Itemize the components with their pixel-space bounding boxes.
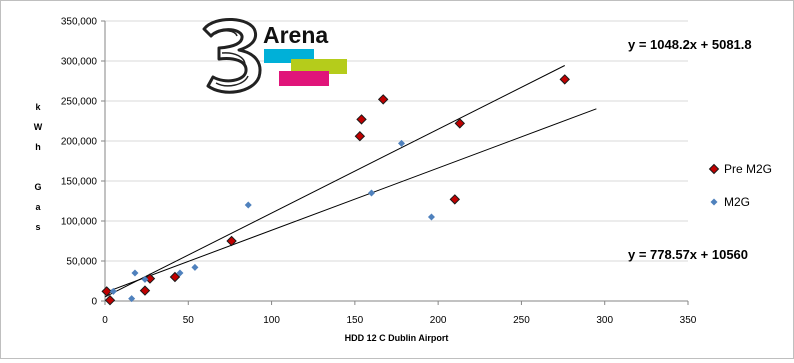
x-tick-labels: 0 50 100 150 200 250 300 350: [102, 315, 697, 326]
logo-pink-bar: [279, 71, 329, 86]
data-point: [226, 235, 237, 247]
data-point: [101, 286, 112, 297]
data-point: [454, 118, 466, 129]
3arena-logo: Arena: [202, 17, 347, 94]
y-axis-title-letter: G: [34, 182, 41, 192]
x-tick-label: 250: [513, 315, 530, 326]
trendline: [104, 65, 565, 298]
data-point: [169, 271, 181, 283]
trendline-equation: y = 1048.2x + 5081.8: [628, 37, 752, 52]
data-point: [128, 295, 136, 303]
y-tick-label: 50,000: [66, 257, 97, 268]
data-point: [244, 201, 252, 209]
y-tick-label: 300,000: [61, 57, 98, 68]
data-point: [354, 130, 366, 142]
data-point: [377, 94, 389, 105]
data-point: [109, 287, 117, 295]
x-tick-label: 150: [347, 315, 364, 326]
y-tick-label: 100,000: [61, 217, 98, 228]
legend: Pre M2G M2G: [708, 162, 772, 209]
data-point: [356, 114, 367, 125]
logo-three-inner: [214, 30, 249, 87]
legend-marker: [708, 163, 720, 175]
trendline: [104, 108, 597, 294]
data-point: [144, 273, 156, 284]
data-point: [104, 294, 116, 306]
x-tick-label: 200: [430, 315, 447, 326]
logo-text: Arena: [263, 22, 328, 48]
data-point: [397, 139, 405, 147]
data-point: [131, 269, 139, 277]
y-tick-label: 350,000: [61, 17, 98, 28]
y-axis-title-letter: h: [35, 142, 41, 152]
legend-label: Pre M2G: [724, 162, 772, 176]
x-tick-label: 300: [596, 315, 613, 326]
y-tick-label: 250,000: [61, 97, 98, 108]
y-tick-label: 0: [91, 297, 97, 308]
data-point: [191, 263, 199, 271]
logo-three-mark: [202, 17, 262, 94]
gridlines: [105, 20, 688, 262]
trendlines: [104, 65, 597, 298]
y-axis-title-letter: W: [34, 122, 43, 132]
data-point: [449, 194, 461, 205]
y-axis-title-letter: s: [35, 222, 40, 232]
data-point: [176, 269, 184, 277]
axes: [101, 20, 689, 305]
trendline-equation: y = 778.57x + 10560: [628, 247, 748, 262]
y-tick-label: 150,000: [61, 177, 98, 188]
logo-green-bar: [291, 59, 347, 74]
data-point: [559, 74, 570, 85]
data-point: [427, 213, 435, 221]
y-axis-title-letter: k: [35, 102, 41, 112]
y-axis-title: kWh Gas: [34, 102, 43, 232]
x-tick-label: 50: [183, 315, 195, 326]
data-point: [368, 189, 376, 197]
y-tick-label: 200,000: [61, 137, 98, 148]
data-point: [139, 285, 151, 296]
data-points: [101, 74, 570, 306]
y-tick-labels: 0 50,000 100,000 150,000 200,000 250,000 300,0…: [61, 17, 98, 308]
legend-label: M2G: [724, 195, 750, 209]
x-tick-label: 100: [263, 315, 280, 326]
y-axis-title-letter: a: [35, 202, 41, 212]
x-tick-label: 350: [680, 315, 697, 326]
x-tick-label: 0: [102, 315, 108, 326]
x-axis-title: HDD 12 C Dublin Airport: [345, 333, 449, 343]
data-point: [141, 275, 149, 283]
trendline-equations: y = 1048.2x + 5081.8 y = 778.57x + 10560: [628, 37, 752, 262]
legend-marker: [710, 198, 718, 206]
